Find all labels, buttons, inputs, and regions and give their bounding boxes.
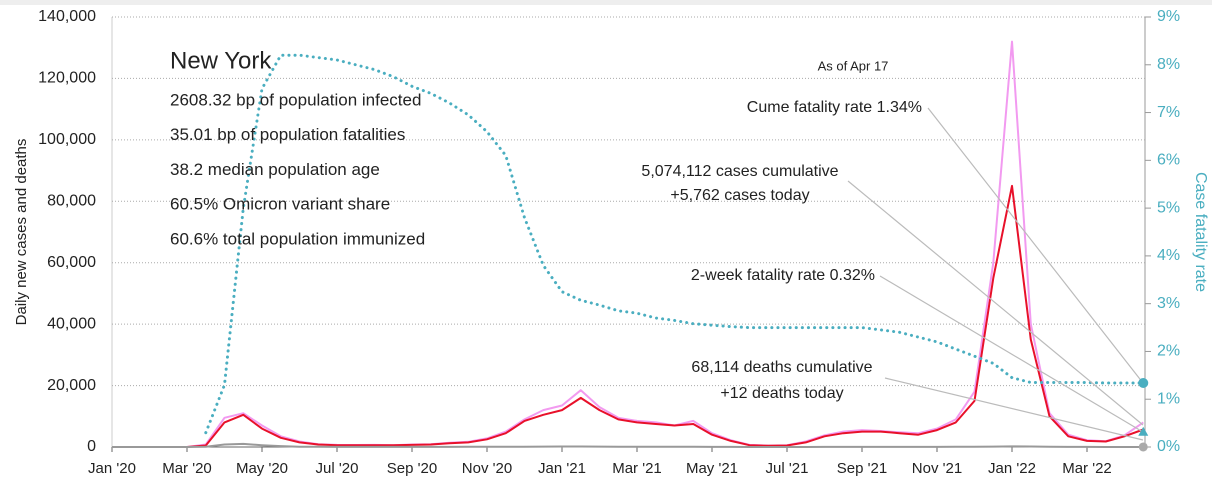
x-tick-label: Mar '20 xyxy=(162,460,212,477)
x-tick-label: Nov '21 xyxy=(912,460,962,477)
y-tick-label: 80,000 xyxy=(47,193,96,210)
info-title: New York xyxy=(170,47,272,74)
x-tick-label: Jul '20 xyxy=(316,460,359,477)
y2-tick-label: 2% xyxy=(1157,343,1180,360)
y-axis-label: Daily new cases and deaths xyxy=(13,139,30,326)
annotation: +5,762 cases today xyxy=(670,187,809,204)
y2-tick-label: 0% xyxy=(1157,438,1180,455)
x-tick-label: Jan '22 xyxy=(988,460,1036,477)
x-tick-label: Jul '21 xyxy=(766,460,809,477)
y-tick-label: 20,000 xyxy=(47,377,96,394)
y2-tick-label: 4% xyxy=(1157,247,1180,264)
x-tick-label: May '20 xyxy=(236,460,288,477)
x-tick-label: Sep '20 xyxy=(387,460,437,477)
x-tick-label: May '21 xyxy=(686,460,738,477)
y-tick-label: 140,000 xyxy=(38,8,96,25)
annotation: Cume fatality rate 1.34% xyxy=(747,99,922,116)
info-line: 2608.32 bp of population infected xyxy=(170,90,421,109)
cume-fatality-marker xyxy=(1138,377,1149,388)
deaths-end-marker xyxy=(1138,442,1148,452)
leader-line xyxy=(879,275,1144,433)
y2-tick-label: 5% xyxy=(1157,199,1180,216)
y-tick-label: 60,000 xyxy=(47,254,96,271)
x-tick-label: Jan '20 xyxy=(88,460,136,477)
y-tick-label: 40,000 xyxy=(47,315,96,332)
info-line: 60.6% total population immunized xyxy=(170,229,425,248)
annotation: 2-week fatality rate 0.32% xyxy=(691,267,875,284)
two-week-fatality-marker xyxy=(1138,426,1149,436)
x-tick-label: Jan '21 xyxy=(538,460,586,477)
annotation: +12 deaths today xyxy=(720,385,843,402)
y2-tick-label: 6% xyxy=(1157,152,1180,169)
leader-line xyxy=(847,180,1144,426)
y-tick-label: 0 xyxy=(87,438,96,455)
y2-axis-label: Case fatality rate xyxy=(1192,172,1209,292)
x-tick-label: Mar '21 xyxy=(612,460,662,477)
y-tick-label: 100,000 xyxy=(38,131,96,148)
x-tick-label: Sep '21 xyxy=(837,460,887,477)
x-tick-label: Nov '20 xyxy=(462,460,512,477)
leader-line xyxy=(927,107,1144,384)
annotation: As of Apr 17 xyxy=(818,58,889,73)
series-line xyxy=(204,53,1145,435)
leader-line xyxy=(884,377,1144,441)
series-line xyxy=(112,184,1144,448)
y2-tick-label: 7% xyxy=(1157,104,1180,121)
y2-tick-label: 3% xyxy=(1157,295,1180,312)
top-band xyxy=(0,0,1212,5)
annotation: 5,074,112 cases cumulative xyxy=(641,163,838,180)
x-tick-label: Mar '22 xyxy=(1062,460,1112,477)
info-line: 60.5% Omicron variant share xyxy=(170,195,390,214)
y2-tick-label: 9% xyxy=(1157,8,1180,25)
annotation: 68,114 deaths cumulative xyxy=(691,359,872,376)
info-line: 38.2 median population age xyxy=(170,160,380,179)
series-line xyxy=(112,40,1144,448)
y2-tick-label: 8% xyxy=(1157,56,1180,73)
series-line xyxy=(112,442,1144,448)
y2-tick-label: 1% xyxy=(1157,390,1180,407)
y-tick-label: 120,000 xyxy=(38,70,96,87)
info-line: 35.01 bp of population fatalities xyxy=(170,125,405,144)
